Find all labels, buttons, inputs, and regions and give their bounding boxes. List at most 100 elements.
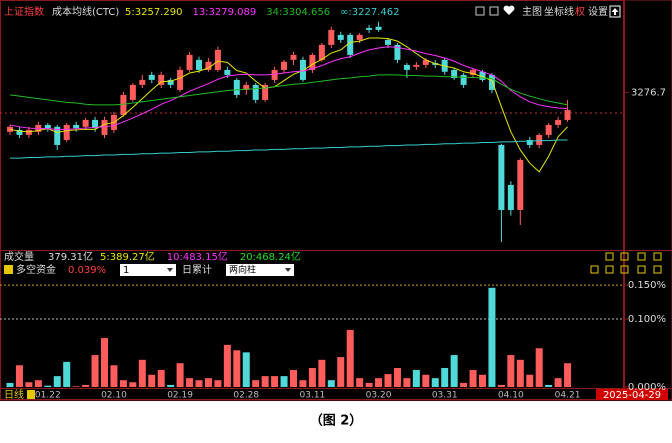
bar [53,376,61,387]
expand-arrow [611,8,619,15]
panel-icon[interactable] [590,265,599,274]
toolbar-item[interactable]: 主图 [522,6,542,18]
chart-title: 上证指数 [4,5,44,18]
candle-body [129,84,136,100]
period-label[interactable]: 日线 [4,388,24,401]
candle-body [148,74,155,80]
bar [167,384,175,387]
candle-body [555,119,562,125]
bar [393,367,401,387]
bar [403,378,411,387]
bar [479,374,486,387]
expand-icon[interactable] [609,5,621,18]
panel-icon[interactable] [620,265,629,274]
dropdown[interactable] [120,264,176,276]
bar [299,380,307,387]
candle-body [545,124,552,135]
candle-body [498,144,505,210]
bar [15,365,23,387]
bar [346,329,354,387]
candle-body [233,79,240,95]
bar [44,385,52,387]
bar [412,370,420,387]
candle-body [54,126,61,145]
bar [488,287,496,387]
ma-line [9,74,568,106]
bar [186,378,194,387]
candle-body [356,34,363,40]
x-tick-label: 02.28 [233,391,259,401]
candle-body [101,119,108,135]
y-tick-label: 0.100% [628,314,666,325]
candle-body [394,44,401,60]
dropdown-value[interactable]: 1 [123,265,129,276]
x-tick-label: 04.21 [555,391,581,401]
x-tick-label: 04.10 [498,391,524,401]
bar [526,374,534,387]
zoom-out-icon[interactable] [489,6,499,16]
bar [507,355,515,387]
bar [564,363,572,387]
volume-ma: 5:389.27亿 [100,250,155,263]
candle-body [318,44,325,60]
candle-body [186,54,193,70]
candle-body [422,59,429,65]
toolbar-item[interactable]: 设置 [588,6,608,18]
bar [384,374,392,387]
cursor-date-box [596,389,668,400]
zoom-in-icon[interactable] [475,6,485,16]
candle-body [196,59,202,70]
bar [63,361,71,387]
volume-total: 379.31亿 [48,250,93,263]
panel-icon[interactable] [620,252,629,261]
candle-body [44,124,51,129]
bar [375,378,383,387]
bar [497,384,505,387]
panel-icon[interactable] [605,265,614,274]
bar [91,355,99,387]
volume-label: 成交量 [4,250,34,263]
candle-body [177,69,184,90]
toolbar-item[interactable]: 坐标线 [544,5,574,18]
favorite-icon[interactable] [503,5,515,15]
candle-body [25,129,32,135]
x-tick-label: 01.22 [35,391,61,401]
panel-icon[interactable] [637,265,646,274]
candle-body [73,124,80,129]
legend-entry: 5:3257.290 [125,7,182,18]
bar [157,370,165,387]
candle-body [120,94,127,115]
candle-body [167,79,174,85]
candle-body [375,26,382,30]
bar [271,376,279,387]
candle-body [564,109,571,120]
bar [460,382,468,387]
bar [356,378,364,387]
dropdown-arrow [285,268,291,272]
y-tick-label: 3276.7 [631,88,666,99]
panel-icon[interactable] [605,252,614,261]
bar [365,382,373,387]
bar [223,344,231,387]
dropdown-value[interactable]: 两向柱 [229,264,256,276]
panel-icon[interactable] [653,252,662,261]
bar [34,380,42,387]
candle-body [7,126,13,132]
bar [214,380,222,387]
bar [441,367,449,387]
bar [72,386,80,387]
help-icon[interactable] [4,265,13,274]
dropdown[interactable] [226,264,294,276]
panel-value: 0.039% [68,265,106,276]
panel-icon[interactable] [653,265,662,274]
bar [545,384,553,387]
indicator-name: 成本均线(CTC) [52,5,119,18]
bar [450,355,458,387]
x-tick-label: 02.10 [101,391,127,401]
bar [337,357,345,387]
panel-icon[interactable] [637,252,646,261]
candle-body [403,64,410,70]
bar [25,382,33,387]
bar [422,374,430,387]
toolbar-item[interactable]: 权 [575,5,585,18]
